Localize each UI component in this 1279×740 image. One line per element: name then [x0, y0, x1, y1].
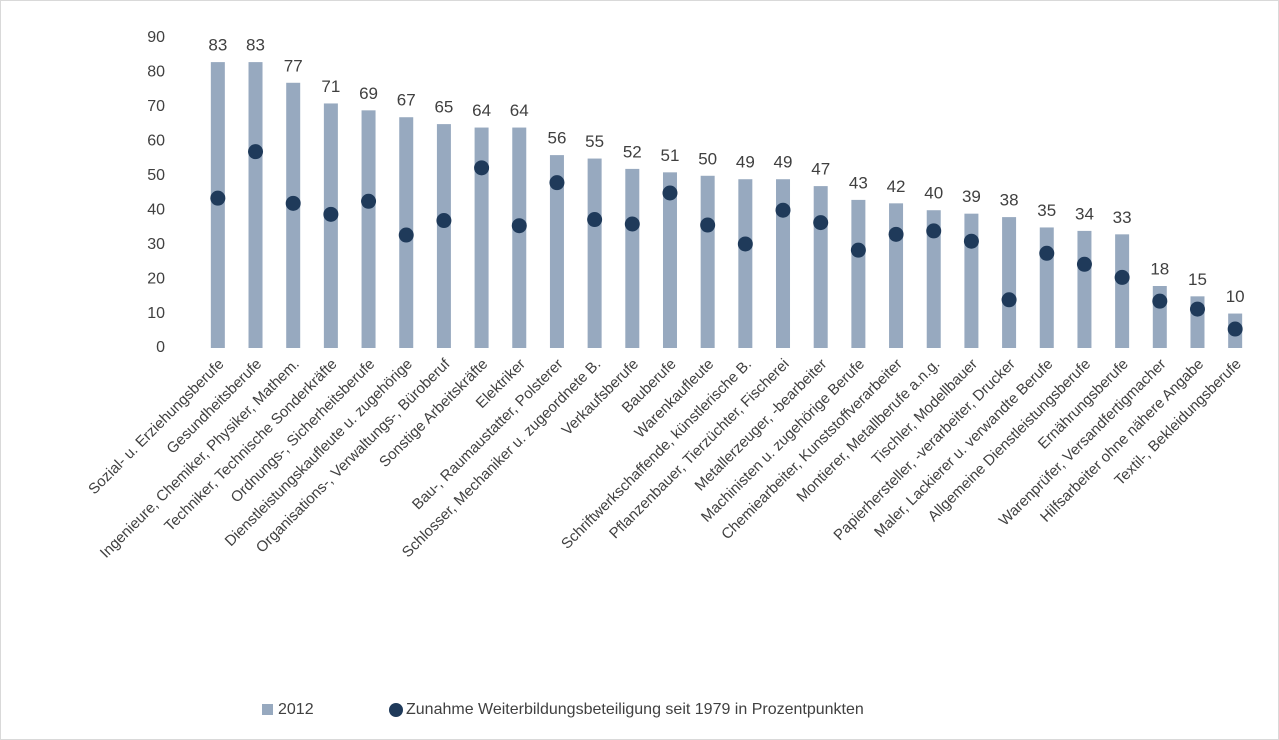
data-label: 50: [698, 149, 717, 168]
dot: [963, 233, 979, 249]
dot: [850, 242, 866, 258]
bar: [776, 179, 791, 348]
y-tick-label: 70: [147, 98, 165, 115]
dot: [737, 236, 753, 252]
bar: [662, 172, 677, 348]
dot: [549, 175, 565, 191]
data-label: 33: [1113, 208, 1132, 227]
data-label: 43: [849, 173, 868, 192]
data-label: 77: [284, 56, 303, 75]
dot: [1001, 292, 1017, 308]
bar: [512, 127, 527, 348]
dot: [926, 223, 942, 239]
dot: [700, 217, 716, 233]
bar: [323, 103, 338, 348]
dot: [248, 144, 264, 160]
bar: [1039, 227, 1054, 348]
dot: [888, 226, 904, 242]
bar: [1077, 230, 1092, 348]
data-label: 49: [736, 153, 755, 172]
bar: [889, 203, 904, 348]
data-label: 83: [246, 36, 265, 55]
bar: [361, 110, 376, 348]
legend-swatch: [389, 703, 403, 717]
y-tick-label: 20: [147, 270, 165, 287]
y-tick-label: 60: [147, 133, 165, 150]
dot: [1076, 256, 1092, 272]
data-label: 56: [547, 129, 566, 148]
data-label: 35: [1037, 201, 1056, 220]
data-label: 52: [623, 142, 642, 161]
dot: [587, 212, 603, 228]
dot: [813, 215, 829, 231]
data-label: 65: [434, 98, 453, 117]
dot: [285, 195, 301, 211]
bar: [851, 199, 866, 348]
y-tick-label: 0: [156, 339, 165, 356]
legend-label: Zunahme Weiterbildungsbeteiligung seit 1…: [406, 701, 864, 718]
data-label: 71: [321, 77, 340, 96]
bar: [738, 179, 753, 348]
dot: [398, 227, 414, 243]
dot: [511, 218, 527, 234]
dot: [1227, 321, 1243, 337]
bar: [1002, 217, 1017, 348]
data-label: 15: [1188, 270, 1207, 289]
legend-label: 2012: [278, 701, 314, 718]
data-label: 38: [1000, 191, 1019, 210]
data-label: 55: [585, 132, 604, 151]
data-label: 83: [208, 36, 227, 55]
dot: [436, 213, 452, 229]
dot: [1114, 269, 1130, 285]
bar: [813, 186, 828, 348]
dot: [624, 216, 640, 232]
bar: [549, 155, 564, 348]
bar: [436, 124, 451, 348]
dot: [662, 185, 678, 201]
y-tick-label: 50: [147, 167, 165, 184]
dot: [361, 193, 377, 209]
y-tick-label: 40: [147, 201, 165, 218]
data-label: 39: [962, 187, 981, 206]
y-tick-label: 80: [147, 64, 165, 81]
bar: [625, 168, 640, 348]
data-label: 47: [811, 160, 830, 179]
data-label: 18: [1150, 259, 1169, 278]
data-label: 40: [924, 184, 943, 203]
data-label: 69: [359, 84, 378, 103]
bar: [1115, 234, 1130, 348]
data-label: 64: [472, 101, 491, 120]
y-tick-label: 90: [147, 29, 165, 46]
data-label: 34: [1075, 204, 1094, 223]
y-tick-label: 10: [147, 305, 165, 322]
bar: [926, 210, 941, 348]
data-label: 67: [397, 91, 416, 110]
bar: [587, 158, 602, 348]
bar: [286, 82, 301, 349]
data-label: 51: [661, 146, 680, 165]
dot: [1189, 301, 1205, 317]
data-label: 42: [887, 177, 906, 196]
bar: [474, 127, 489, 348]
legend-swatch: [262, 704, 273, 715]
dot: [323, 206, 339, 222]
data-label: 49: [774, 153, 793, 172]
dot: [1039, 245, 1055, 261]
y-tick-label: 30: [147, 236, 165, 253]
dot: [775, 202, 791, 218]
bar: [700, 175, 715, 348]
dot: [210, 190, 226, 206]
dot: [1152, 293, 1168, 309]
data-label: 64: [510, 101, 529, 120]
bar: [248, 62, 263, 348]
dot: [474, 160, 490, 176]
data-label: 10: [1226, 287, 1245, 306]
